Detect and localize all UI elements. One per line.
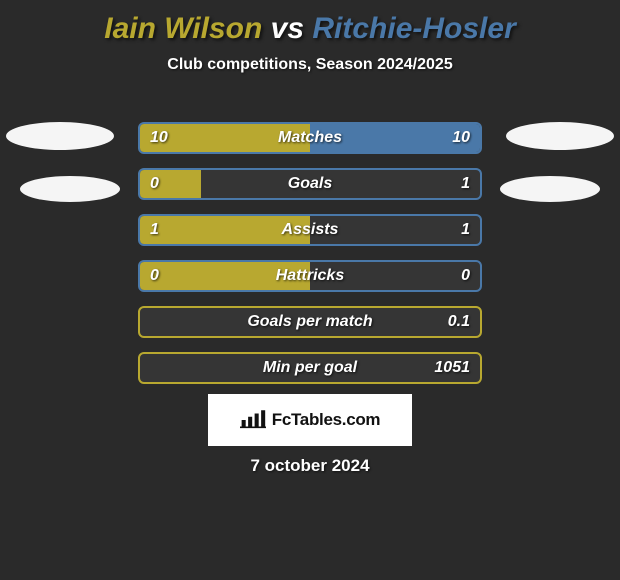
player1-photo-secondary bbox=[20, 176, 120, 202]
page-title: Iain Wilson vs Ritchie-Hosler bbox=[0, 0, 620, 46]
stat-label: Min per goal bbox=[140, 354, 480, 382]
stat-row: 0.1Goals per match bbox=[138, 306, 482, 338]
source-badge: FcTables.com bbox=[208, 394, 412, 446]
stat-label: Hattricks bbox=[140, 262, 480, 290]
stat-row: 1010Matches bbox=[138, 122, 482, 154]
stat-row: 01Goals bbox=[138, 168, 482, 200]
stat-row: 1051Min per goal bbox=[138, 352, 482, 384]
stat-label: Matches bbox=[140, 124, 480, 152]
subtitle: Club competitions, Season 2024/2025 bbox=[0, 56, 620, 74]
stat-row: 00Hattricks bbox=[138, 260, 482, 292]
source-text: FcTables.com bbox=[272, 410, 381, 430]
stat-label: Goals bbox=[140, 170, 480, 198]
comparison-infographic: Iain Wilson vs Ritchie-Hosler Club compe… bbox=[0, 0, 620, 580]
stat-label: Goals per match bbox=[140, 308, 480, 336]
stat-row: 11Assists bbox=[138, 214, 482, 246]
player1-photo bbox=[6, 122, 114, 150]
vs-text: vs bbox=[271, 12, 304, 45]
player2-photo-secondary bbox=[500, 176, 600, 202]
player2-name: Ritchie-Hosler bbox=[312, 12, 515, 45]
stat-bars: 1010Matches 01Goals 11Assists 00Hattricks 0.… bbox=[138, 122, 482, 398]
player2-photo bbox=[506, 122, 614, 150]
player1-name: Iain Wilson bbox=[104, 12, 262, 45]
stat-label: Assists bbox=[140, 216, 480, 244]
chart-icon bbox=[240, 410, 266, 430]
date-text: 7 october 2024 bbox=[0, 456, 620, 476]
